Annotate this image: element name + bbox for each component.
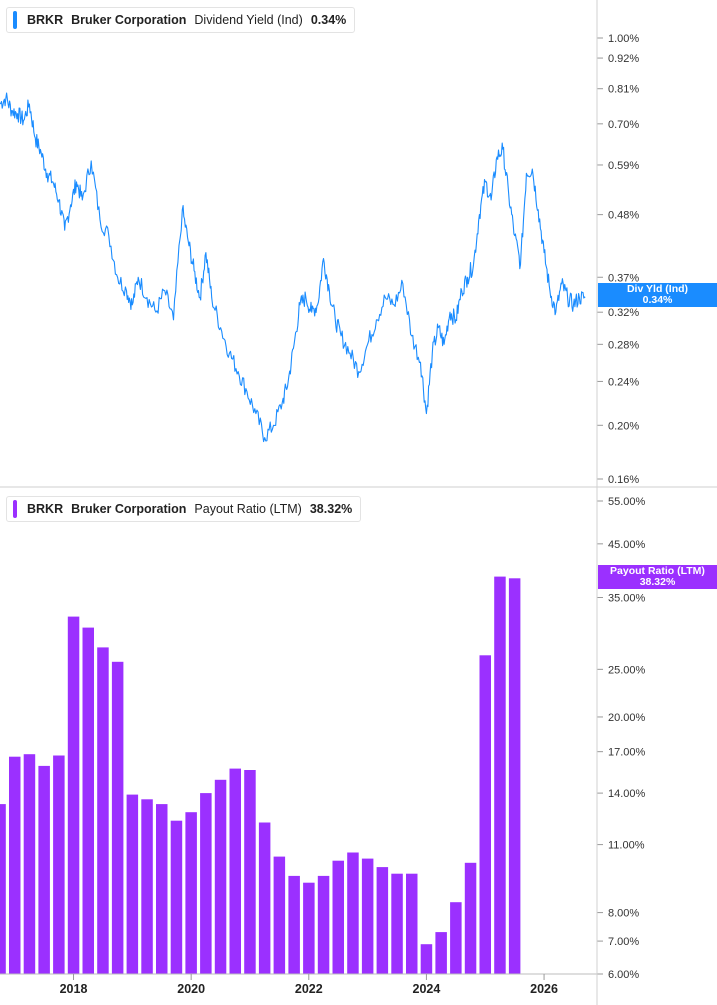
payout-bar (200, 793, 212, 974)
x-tick-label: 2018 (60, 982, 88, 996)
y-tick-label: 25.00% (608, 664, 646, 676)
legend-metric: Payout Ratio (LTM) (194, 502, 302, 516)
payout-bar (508, 578, 521, 974)
y-tick-label: 0.70% (608, 119, 639, 131)
x-axis: 2018 2020 2022 2024 2026 (0, 973, 597, 996)
payout-bar (38, 765, 50, 974)
y-tick-label: 6.00% (608, 969, 639, 981)
y-tick-label: 17.00% (608, 747, 646, 759)
y-tick-label: 55.00% (608, 496, 646, 508)
payout-bar (479, 655, 491, 974)
legend-swatch (13, 11, 17, 29)
dividend-yield-line (0, 92, 586, 443)
payout-bar (361, 858, 374, 974)
y-tick-label: 7.00% (608, 936, 639, 948)
payout-bar (406, 873, 418, 974)
y-tick-label: 8.00% (608, 908, 639, 920)
top-legend[interactable]: BRKR Bruker Corporation Dividend Yield (… (6, 7, 356, 33)
legend-metric: Dividend Yield (Ind) (194, 13, 303, 27)
payout-bar (288, 875, 300, 974)
payout-bar (435, 932, 447, 974)
payout-bar (347, 852, 359, 974)
y-tick-label: 14.00% (608, 788, 646, 800)
payout-bar (244, 770, 256, 974)
payout-bar (156, 804, 168, 974)
payout-ratio-tag: Payout Ratio (LTM) 38.32% (598, 565, 717, 589)
payout-bar (214, 779, 227, 974)
y-tick-label: 0.20% (608, 420, 639, 432)
y-tick-label: 45.00% (608, 539, 646, 551)
legend-company: Bruker Corporation (71, 502, 187, 516)
y-tick-label: 0.92% (608, 53, 639, 65)
payout-bar (185, 812, 197, 974)
payout-bar (420, 944, 433, 974)
y-tick-label: 0.59% (608, 160, 639, 172)
legend-ticker: BRKR (27, 13, 64, 27)
payout-bar (67, 616, 80, 974)
x-tick-label: 2022 (295, 982, 323, 996)
payout-bar (317, 875, 330, 974)
payout-bar (332, 860, 344, 974)
y-tick-label: 20.00% (608, 712, 646, 724)
x-tick-label: 2026 (530, 982, 558, 996)
legend-value: 0.34% (310, 13, 347, 27)
payout-bar (229, 768, 241, 974)
payout-bar (391, 873, 403, 974)
y-tick-label: 0.32% (608, 307, 639, 319)
x-tick-label: 2024 (413, 982, 441, 996)
y-tick-label: 0.81% (608, 84, 639, 96)
payout-bar (376, 867, 389, 974)
payout-bar (273, 856, 286, 974)
bottom-legend[interactable]: BRKR Bruker Corporation Payout Ratio (LT… (6, 496, 362, 522)
legend-swatch (13, 500, 17, 518)
y-tick-label: 0.24% (608, 376, 639, 388)
y-tick-label: 35.00% (608, 592, 646, 604)
payout-bar (0, 804, 6, 974)
payout-bar (82, 627, 94, 974)
legend-company: Bruker Corporation (71, 13, 187, 27)
tag-label: Payout Ratio (LTM) (610, 565, 705, 577)
payout-bar (141, 799, 153, 974)
payout-bar (170, 820, 183, 974)
payout-bars (0, 576, 521, 974)
tag-value: 38.32% (639, 576, 676, 588)
dividend-yield-tag: Div Yld (Ind) 0.34% (598, 283, 717, 307)
y-tick-label: 1.00% (608, 33, 639, 45)
y-tick-label: 0.48% (608, 210, 639, 222)
legend-value: 38.32% (309, 502, 353, 516)
tag-label: Div Yld (Ind) (626, 283, 689, 295)
top-axis-group: 1.00% 0.92% 0.81% 0.70% 0.59% 0.48% 0.37% 0.32%… (597, 33, 639, 486)
payout-bar (53, 755, 65, 974)
payout-bar (303, 882, 315, 974)
payout-bar (450, 902, 462, 974)
y-tick-label: 11.00% (608, 840, 645, 852)
payout-bar (494, 576, 506, 974)
payout-bar (464, 862, 477, 974)
payout-bar (23, 754, 36, 974)
y-tick-label: 0.37% (608, 272, 639, 284)
y-tick-label: 0.16% (608, 474, 639, 486)
payout-bar (97, 647, 109, 974)
legend-ticker: BRKR (27, 502, 64, 516)
bottom-axis-group: 55.00% 45.00% 35.00% 25.00% 20.00% 17.00% 14.0… (597, 496, 646, 981)
payout-bar (258, 822, 271, 974)
x-tick-label: 2020 (177, 982, 205, 996)
y-tick-label: 0.28% (608, 339, 639, 351)
payout-bar (9, 756, 21, 974)
payout-bar (126, 794, 139, 974)
tag-value: 0.34% (642, 294, 673, 306)
payout-bar (111, 661, 124, 974)
